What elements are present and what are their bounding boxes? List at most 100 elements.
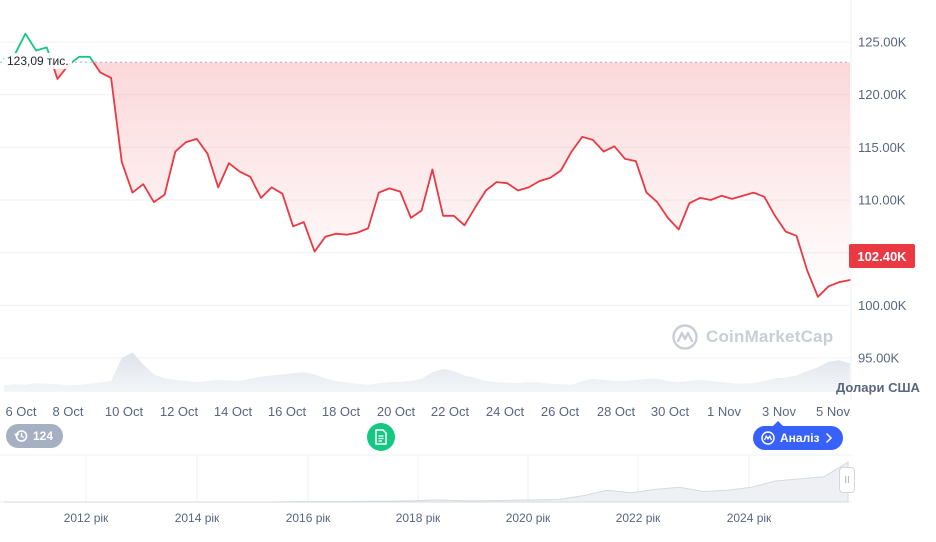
coinmarketcap-logo-icon xyxy=(672,324,698,350)
x-tick-label: 10 Oct xyxy=(105,404,144,419)
x-tick-label: 8 Oct xyxy=(52,404,83,419)
data-point xyxy=(678,228,680,231)
data-point xyxy=(549,177,551,179)
data-point xyxy=(78,56,80,58)
data-point xyxy=(356,232,358,234)
navigator-scroll-handle[interactable]: II xyxy=(839,467,855,493)
data-point xyxy=(110,77,112,79)
data-point xyxy=(271,186,273,188)
x-tick-label: 12 Oct xyxy=(160,404,199,419)
data-point xyxy=(506,182,508,184)
data-point xyxy=(142,183,144,185)
news-count: 124 xyxy=(33,429,54,443)
time-navigator[interactable] xyxy=(0,454,852,503)
data-point xyxy=(431,168,433,171)
x-tick-label: 6 Oct xyxy=(5,404,36,419)
data-point xyxy=(228,162,230,164)
data-point xyxy=(538,180,541,182)
data-point xyxy=(249,176,251,178)
volume-area xyxy=(4,352,850,392)
data-point xyxy=(421,209,423,212)
data-point xyxy=(174,151,176,153)
data-point xyxy=(656,201,658,203)
x-tick-label: 16 Oct xyxy=(268,404,307,419)
data-point xyxy=(453,215,455,217)
data-point xyxy=(667,217,669,219)
data-point xyxy=(24,33,26,35)
data-point xyxy=(817,296,819,298)
news-count-button[interactable]: 124 xyxy=(6,424,64,448)
data-point xyxy=(463,224,466,226)
data-point xyxy=(56,78,59,80)
data-point xyxy=(624,158,626,160)
data-point xyxy=(260,197,262,199)
watermark: CoinMarketCap xyxy=(672,324,833,350)
data-point xyxy=(399,191,401,193)
data-point xyxy=(410,217,412,219)
data-point xyxy=(485,189,487,192)
x-tick-label: 22 Oct xyxy=(431,404,470,419)
history-clock-icon xyxy=(14,430,28,442)
data-point xyxy=(131,192,134,194)
data-point xyxy=(560,169,562,172)
data-point xyxy=(710,199,712,201)
y-tick-label: 100.00K xyxy=(858,298,907,313)
data-point xyxy=(496,181,498,183)
data-point xyxy=(581,136,583,138)
x-tick-label: 14 Oct xyxy=(214,404,253,419)
x-tick-label: 1 Nov xyxy=(707,404,741,419)
y-axis: 125.00K120.00K115.00K110.00K105.00K100.0… xyxy=(858,35,907,366)
data-point xyxy=(774,215,776,217)
data-point xyxy=(99,72,101,74)
data-point xyxy=(720,195,723,197)
price-area-fill xyxy=(51,62,850,297)
data-point xyxy=(281,193,283,195)
data-point xyxy=(742,195,744,197)
data-point xyxy=(838,281,840,283)
chevron-right-icon xyxy=(825,433,832,443)
x-tick-label: 3 Nov xyxy=(762,404,796,419)
data-point xyxy=(324,236,326,238)
y-tick-label: 125.00K xyxy=(858,35,907,50)
y-tick-label: 120.00K xyxy=(858,87,907,102)
data-point xyxy=(688,202,691,204)
x-tick-label: 30 Oct xyxy=(651,404,690,419)
navigator-tick-label: 2024 рік xyxy=(727,511,772,525)
navigator-tick-label: 2016 рік xyxy=(286,511,331,525)
data-point xyxy=(335,233,337,235)
data-point xyxy=(763,196,765,198)
data-point xyxy=(206,153,209,155)
navigator-tick-label: 2012 рік xyxy=(64,511,109,525)
analysis-button[interactable]: Аналіз xyxy=(753,426,843,450)
navigator-tick-label: 2018 рік xyxy=(396,511,441,525)
x-tick-label: 26 Oct xyxy=(541,404,580,419)
watermark-text: CoinMarketCap xyxy=(706,327,834,346)
x-tick-label: 18 Oct xyxy=(322,404,361,419)
navigator-tick-label: 2022 рік xyxy=(616,511,661,525)
data-point xyxy=(753,192,755,194)
navigator-area xyxy=(4,461,849,503)
data-point xyxy=(806,269,808,272)
data-point xyxy=(46,46,48,49)
data-point xyxy=(239,171,241,173)
data-point xyxy=(635,160,637,162)
data-point xyxy=(474,206,476,208)
document-icon xyxy=(375,429,387,445)
data-point xyxy=(153,201,155,203)
document-event-button[interactable] xyxy=(367,423,395,451)
x-axis: 6 Oct 8 Oct 10 Oct 12 Oct 14 Oct 16 Oct 18 Oct… xyxy=(5,404,850,419)
x-tick-label: 24 Oct xyxy=(486,404,525,419)
coinmarketcap-analysis-icon xyxy=(761,431,775,445)
data-point xyxy=(89,56,91,58)
data-point xyxy=(795,235,798,237)
data-point xyxy=(164,194,166,196)
navigator-tick-label: 2020 рік xyxy=(506,511,551,525)
current-price-badge: 102.40K xyxy=(849,244,915,268)
data-point xyxy=(592,139,594,141)
data-point xyxy=(849,279,851,281)
data-point xyxy=(517,189,519,192)
data-point xyxy=(303,221,305,223)
currency-label: Долари США xyxy=(836,380,920,395)
data-point xyxy=(603,151,605,153)
